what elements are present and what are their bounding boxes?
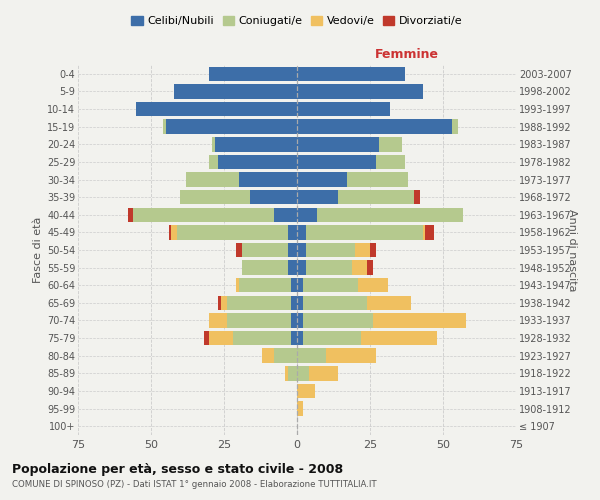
Bar bbox=[379, 137, 402, 152]
Bar bbox=[297, 154, 376, 169]
Bar bbox=[326, 348, 376, 363]
Bar bbox=[297, 208, 317, 222]
Bar bbox=[239, 172, 297, 186]
Bar bbox=[303, 296, 367, 310]
Bar bbox=[297, 384, 314, 398]
Bar bbox=[303, 314, 373, 328]
Bar bbox=[297, 348, 326, 363]
Bar bbox=[218, 296, 221, 310]
Bar bbox=[422, 225, 425, 240]
Bar bbox=[209, 66, 297, 81]
Text: Femmine: Femmine bbox=[374, 48, 439, 62]
Bar bbox=[274, 348, 297, 363]
Bar bbox=[291, 296, 297, 310]
Bar bbox=[180, 190, 250, 204]
Bar bbox=[367, 260, 373, 275]
Bar bbox=[303, 331, 361, 345]
Bar bbox=[358, 278, 388, 292]
Bar bbox=[297, 366, 308, 380]
Bar bbox=[169, 225, 172, 240]
Bar bbox=[306, 225, 422, 240]
Bar bbox=[338, 190, 414, 204]
Bar bbox=[297, 172, 347, 186]
Bar bbox=[209, 314, 227, 328]
Bar bbox=[166, 120, 297, 134]
Bar bbox=[373, 314, 466, 328]
Legend: Celibi/Nubili, Coniugati/e, Vedovi/e, Divorziati/e: Celibi/Nubili, Coniugati/e, Vedovi/e, Di… bbox=[127, 12, 467, 30]
Bar bbox=[212, 137, 215, 152]
Bar bbox=[221, 296, 227, 310]
Bar bbox=[376, 154, 405, 169]
Bar bbox=[242, 260, 288, 275]
Bar bbox=[291, 278, 297, 292]
Bar bbox=[133, 208, 274, 222]
Bar bbox=[291, 314, 297, 328]
Bar bbox=[297, 402, 303, 416]
Text: Popolazione per età, sesso e stato civile - 2008: Popolazione per età, sesso e stato civil… bbox=[12, 462, 343, 475]
Bar bbox=[297, 278, 303, 292]
Bar bbox=[262, 348, 274, 363]
Bar bbox=[227, 296, 291, 310]
Bar bbox=[414, 190, 419, 204]
Bar bbox=[242, 243, 288, 257]
Bar bbox=[209, 154, 218, 169]
Bar bbox=[203, 331, 209, 345]
Bar bbox=[128, 208, 133, 222]
Bar bbox=[175, 84, 297, 98]
Bar bbox=[288, 243, 297, 257]
Bar bbox=[227, 314, 291, 328]
Bar bbox=[297, 190, 338, 204]
Bar bbox=[236, 243, 242, 257]
Bar bbox=[317, 208, 463, 222]
Bar bbox=[370, 243, 376, 257]
Bar bbox=[297, 66, 405, 81]
Bar bbox=[288, 260, 297, 275]
Bar bbox=[297, 314, 303, 328]
Bar bbox=[347, 172, 408, 186]
Bar bbox=[355, 243, 370, 257]
Bar bbox=[297, 84, 422, 98]
Bar bbox=[367, 296, 411, 310]
Bar bbox=[361, 331, 437, 345]
Bar bbox=[239, 278, 291, 292]
Bar bbox=[425, 225, 434, 240]
Bar bbox=[288, 225, 297, 240]
Bar bbox=[297, 243, 306, 257]
Bar bbox=[215, 137, 297, 152]
Bar bbox=[352, 260, 367, 275]
Bar bbox=[303, 278, 358, 292]
Bar bbox=[163, 120, 166, 134]
Bar bbox=[250, 190, 297, 204]
Bar bbox=[308, 366, 338, 380]
Bar bbox=[297, 225, 306, 240]
Bar bbox=[306, 260, 352, 275]
Bar bbox=[297, 137, 379, 152]
Bar bbox=[306, 243, 355, 257]
Text: COMUNE DI SPINOSO (PZ) - Dati ISTAT 1° gennaio 2008 - Elaborazione TUTTITALIA.IT: COMUNE DI SPINOSO (PZ) - Dati ISTAT 1° g… bbox=[12, 480, 377, 489]
Bar bbox=[274, 208, 297, 222]
Bar bbox=[172, 225, 177, 240]
Bar bbox=[291, 331, 297, 345]
Bar bbox=[288, 366, 297, 380]
Bar bbox=[233, 331, 291, 345]
Bar bbox=[209, 331, 233, 345]
Bar bbox=[177, 225, 288, 240]
Bar bbox=[297, 120, 452, 134]
Bar bbox=[218, 154, 297, 169]
Bar bbox=[186, 172, 239, 186]
Y-axis label: Fasce di età: Fasce di età bbox=[32, 217, 43, 283]
Bar bbox=[286, 366, 288, 380]
Bar bbox=[136, 102, 297, 117]
Bar bbox=[297, 102, 391, 117]
Bar bbox=[297, 331, 303, 345]
Y-axis label: Anni di nascita: Anni di nascita bbox=[567, 209, 577, 291]
Bar bbox=[297, 260, 306, 275]
Bar bbox=[297, 296, 303, 310]
Bar bbox=[236, 278, 239, 292]
Bar bbox=[452, 120, 458, 134]
